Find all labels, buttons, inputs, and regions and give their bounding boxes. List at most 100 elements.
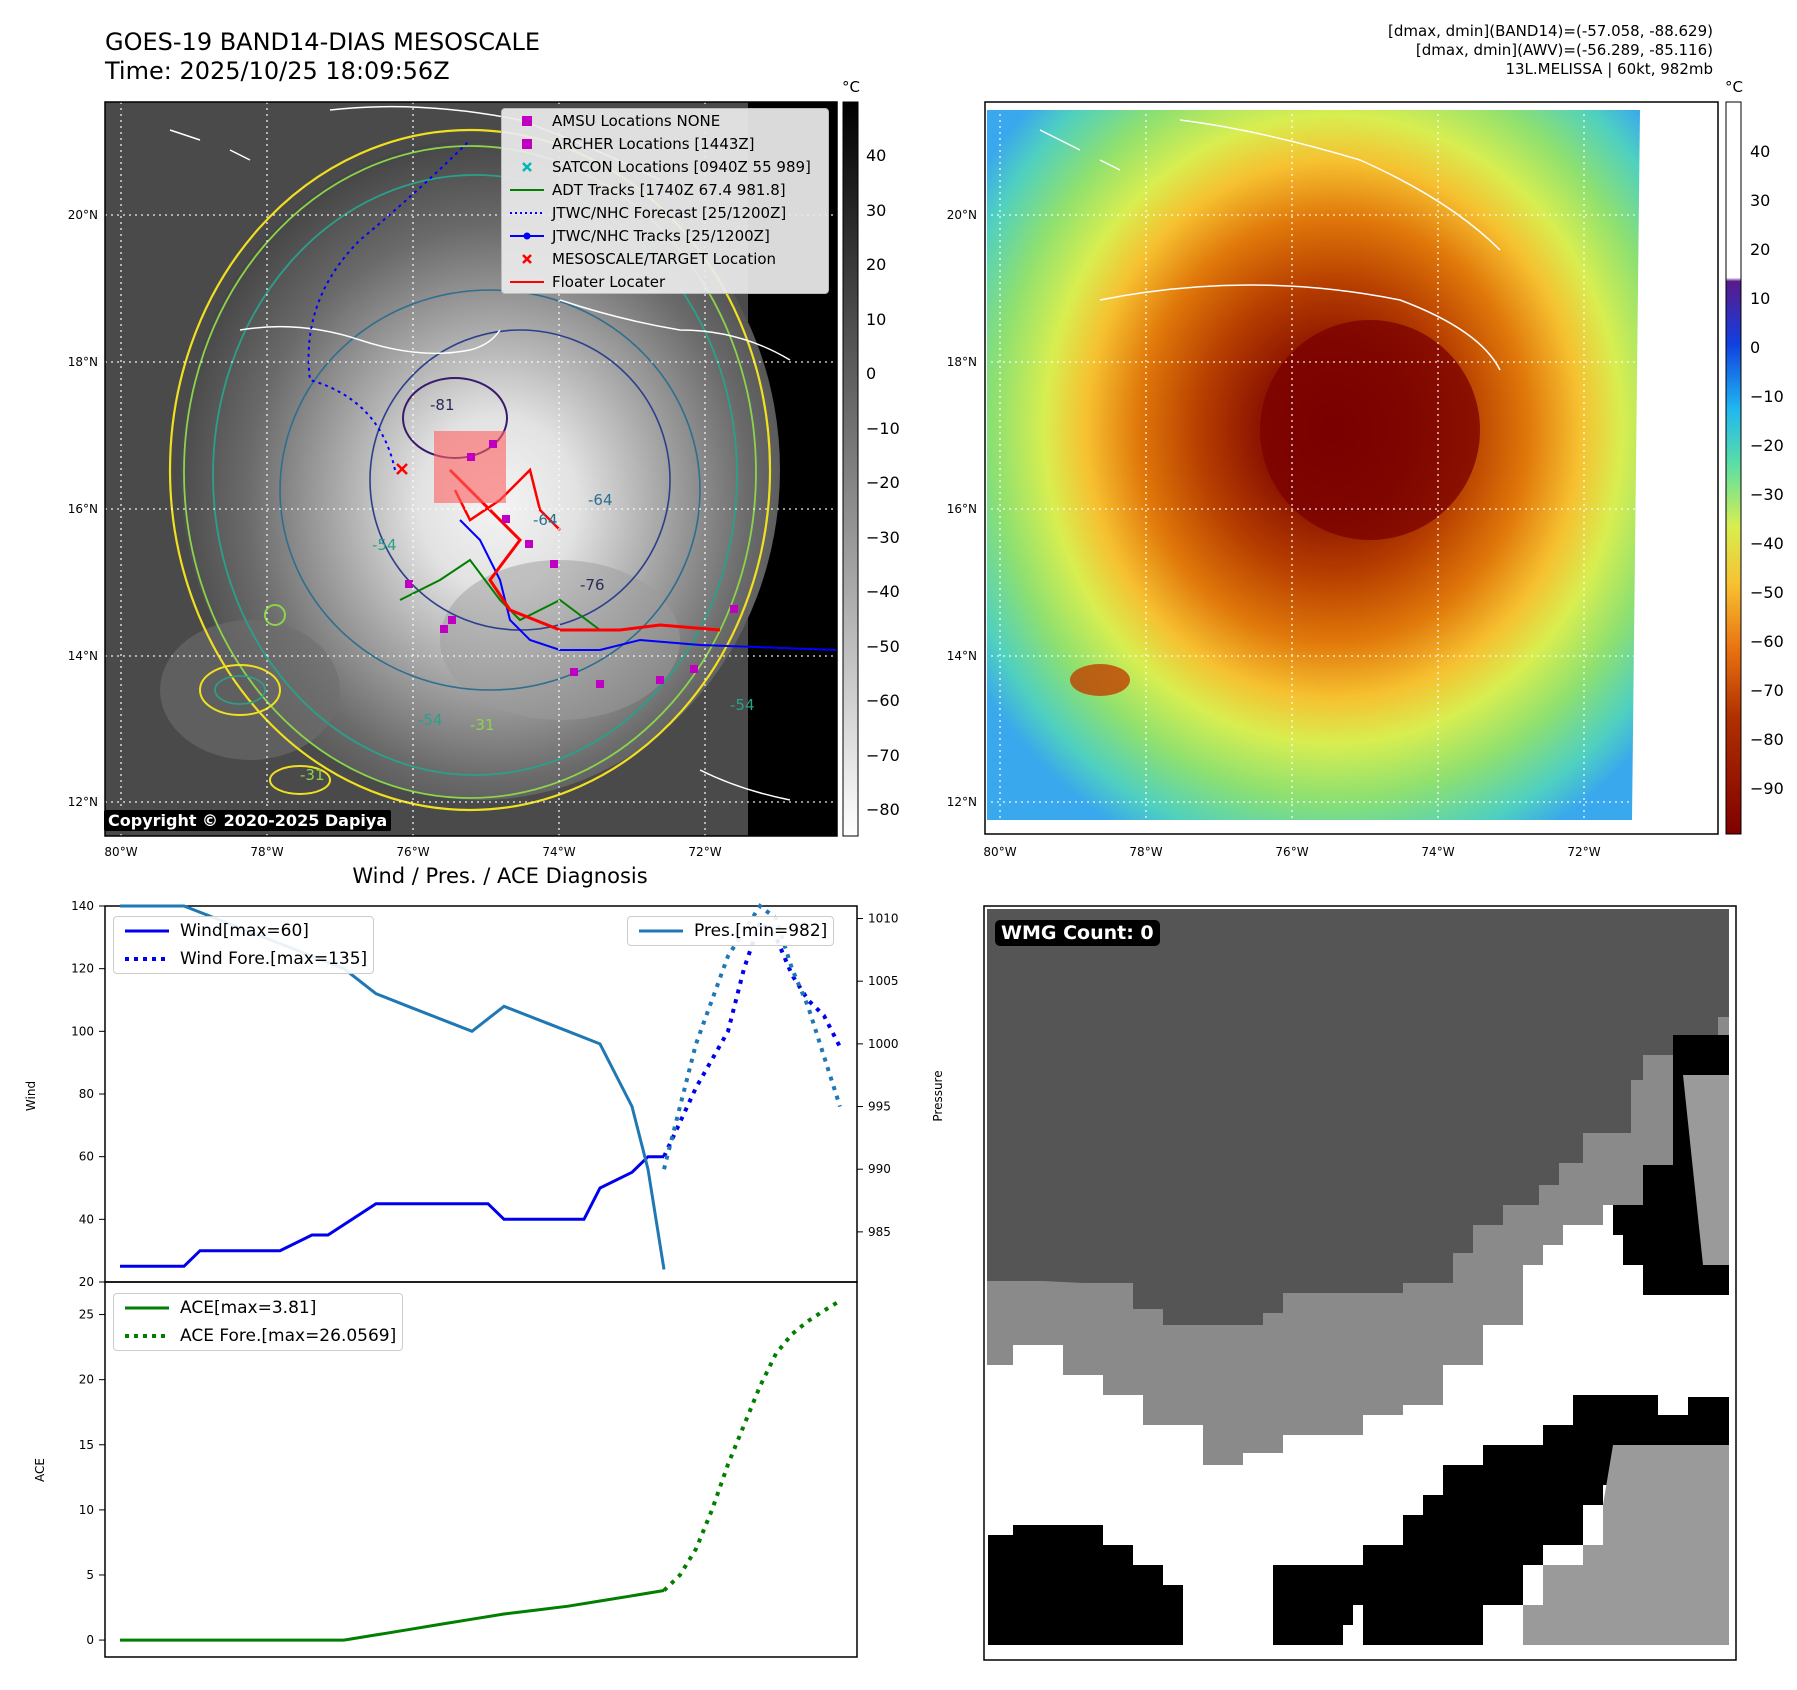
ace-series-layer bbox=[120, 1299, 842, 1642]
ir-map-svg: -81 -76 -64 -54 -54 -31 -31 -54 -64 °C 4… bbox=[68, 78, 1784, 859]
lat-tick: 14°N bbox=[68, 649, 98, 663]
ace-ylabel: ACE bbox=[33, 1458, 47, 1482]
colorbar-tick: −70 bbox=[1750, 681, 1784, 700]
legend-label: Floater Locater bbox=[552, 272, 666, 291]
colorbar-tick: −50 bbox=[866, 637, 900, 656]
square-marker-icon bbox=[508, 138, 546, 150]
colorbar-tick: −70 bbox=[866, 746, 900, 765]
colorbar-tick: −40 bbox=[866, 582, 900, 601]
legend-label: ARCHER Locations [1443Z] bbox=[552, 134, 755, 153]
tick-label: 0 bbox=[86, 1633, 94, 1647]
colorbar-tick: −60 bbox=[866, 691, 900, 710]
lat-tick: 20°N bbox=[68, 208, 98, 222]
legend-label: MESOSCALE/TARGET Location bbox=[552, 249, 777, 268]
x-marker-icon bbox=[508, 253, 546, 265]
wmg-panel bbox=[983, 905, 1737, 1661]
legend-entry: Floater Locater bbox=[502, 270, 828, 293]
tick-label: 25 bbox=[79, 1308, 94, 1322]
wv-imagery bbox=[985, 102, 1718, 834]
colorbar-tick: −30 bbox=[866, 528, 900, 547]
tick-label: 120 bbox=[71, 962, 94, 976]
solid-line-icon bbox=[120, 928, 174, 934]
dot-line-icon bbox=[508, 232, 546, 240]
colorbar-tick: −50 bbox=[1750, 583, 1784, 602]
wind-y-ticks: 20 40 60 80 100 120 140 bbox=[71, 899, 105, 1289]
title-line-1: GOES-19 BAND14-DIAS MESOSCALE bbox=[105, 28, 541, 56]
colorbar-tick: −40 bbox=[1750, 534, 1784, 553]
tick-label: 995 bbox=[868, 1100, 891, 1114]
contour-label: -54 bbox=[418, 711, 443, 729]
lat-tick: 14°N bbox=[947, 649, 977, 663]
tick-label: 1005 bbox=[868, 974, 899, 988]
wind-panel-title: Wind / Pres. / ACE Diagnosis bbox=[352, 864, 648, 888]
info-line-3: 13L.MELISSA | 60kt, 982mb bbox=[1505, 60, 1713, 78]
colorbar-tick: −20 bbox=[1750, 436, 1784, 455]
tick-label: 990 bbox=[868, 1162, 891, 1176]
lon-tick: 74°W bbox=[1421, 845, 1454, 859]
wv-axis-ticks: 20°N 18°N 16°N 14°N 12°N 80°W 78°W 76°W … bbox=[947, 208, 1601, 859]
lat-tick: 12°N bbox=[947, 795, 977, 809]
ace-legend: ACE[max=3.81] ACE Fore.[max=26.0569] bbox=[113, 1293, 404, 1351]
colorbar-tick: 30 bbox=[1750, 191, 1770, 210]
colorbar-tick: −80 bbox=[866, 800, 900, 819]
wv-colorbar-unit: °C bbox=[1725, 78, 1743, 96]
colorbar-tick: −30 bbox=[1750, 485, 1784, 504]
legend-label: AMSU Locations NONE bbox=[552, 111, 721, 130]
legend-label: Pres.[min=982] bbox=[694, 921, 828, 941]
lon-tick: 80°W bbox=[104, 845, 137, 859]
legend-entry: ACE Fore.[max=26.0569] bbox=[114, 1322, 402, 1350]
legend-entry: SATCON Locations [0940Z 55 989] bbox=[502, 155, 828, 178]
legend-entry: ADT Tracks [1740Z 67.4 981.8] bbox=[502, 178, 828, 201]
dotted-line-icon bbox=[120, 956, 174, 962]
title-line-2: Time: 2025/10/25 18:09:56Z bbox=[105, 57, 450, 85]
legend-label: ACE[max=3.81] bbox=[180, 1298, 317, 1318]
pressure-y-ticks: 985 990 995 1000 1005 1010 bbox=[857, 912, 899, 1239]
wv-colorbar-ticks: 40 30 20 10 0 −10 −20 −30 −40 −50 −60 −7… bbox=[1750, 142, 1784, 798]
pressure-legend: Pres.[min=982] bbox=[627, 916, 835, 946]
wind-ylabel: Wind bbox=[24, 1081, 38, 1111]
contour-label: -54 bbox=[730, 696, 755, 714]
storm-info: [dmax, dmin](BAND14)=(-57.058, -88.629) … bbox=[1388, 22, 1713, 79]
pressure-ylabel: Pressure bbox=[931, 1070, 945, 1121]
contour-label: -31 bbox=[470, 716, 495, 734]
lat-tick: 20°N bbox=[947, 208, 977, 222]
info-line-1: [dmax, dmin](BAND14)=(-57.058, -88.629) bbox=[1388, 22, 1713, 40]
lon-tick: 72°W bbox=[1567, 845, 1600, 859]
wv-colorbar bbox=[1725, 101, 1742, 835]
line-marker-icon bbox=[508, 187, 546, 193]
legend-entry: Wind Fore.[max=135] bbox=[114, 945, 373, 973]
wind-legend: Wind[max=60] Wind Fore.[max=135] bbox=[113, 916, 375, 974]
series-line bbox=[120, 1155, 664, 1268]
lat-tick: 12°N bbox=[68, 795, 98, 809]
lon-tick: 76°W bbox=[396, 845, 429, 859]
tick-label: 60 bbox=[79, 1150, 94, 1164]
colorbar-tick: 10 bbox=[1750, 289, 1770, 308]
ace-plot-frame bbox=[104, 1281, 858, 1658]
contour-label: -54 bbox=[372, 536, 397, 554]
legend-entry: ARCHER Locations [1443Z] bbox=[502, 132, 828, 155]
legend-label: Wind Fore.[max=135] bbox=[180, 949, 368, 969]
colorbar-tick: 20 bbox=[866, 255, 886, 274]
legend-label: ADT Tracks [1740Z 67.4 981.8] bbox=[552, 180, 786, 199]
colorbar-tick: −20 bbox=[866, 473, 900, 492]
legend-entry: AMSU Locations NONE bbox=[502, 109, 828, 132]
tick-label: 20 bbox=[79, 1275, 94, 1289]
ir-colorbar-ticks: 40 30 20 10 0 −10 −20 −30 −40 −50 −60 −7… bbox=[866, 146, 900, 819]
contour-label: -31 bbox=[300, 766, 325, 784]
tick-label: 5 bbox=[86, 1568, 94, 1582]
tick-label: 1000 bbox=[868, 1037, 899, 1051]
series-line bbox=[120, 1589, 665, 1642]
contour-label: -64 bbox=[588, 491, 613, 509]
legend-entry: JTWC/NHC Forecast [25/1200Z] bbox=[502, 201, 828, 224]
legend-label: SATCON Locations [0940Z 55 989] bbox=[552, 157, 811, 176]
contour-label: -64 bbox=[533, 511, 558, 529]
ir-axis-ticks: 20°N 18°N 16°N 14°N 12°N 80°W 78°W 76°W … bbox=[68, 208, 722, 859]
colorbar-tick: −60 bbox=[1750, 632, 1784, 651]
colorbar-tick: −10 bbox=[866, 419, 900, 438]
tick-label: 985 bbox=[868, 1225, 891, 1239]
dotted-line-icon bbox=[120, 1333, 174, 1339]
dotted-line-icon bbox=[508, 210, 546, 216]
colorbar-tick: 40 bbox=[1750, 142, 1770, 161]
ir-colorbar bbox=[842, 101, 859, 837]
